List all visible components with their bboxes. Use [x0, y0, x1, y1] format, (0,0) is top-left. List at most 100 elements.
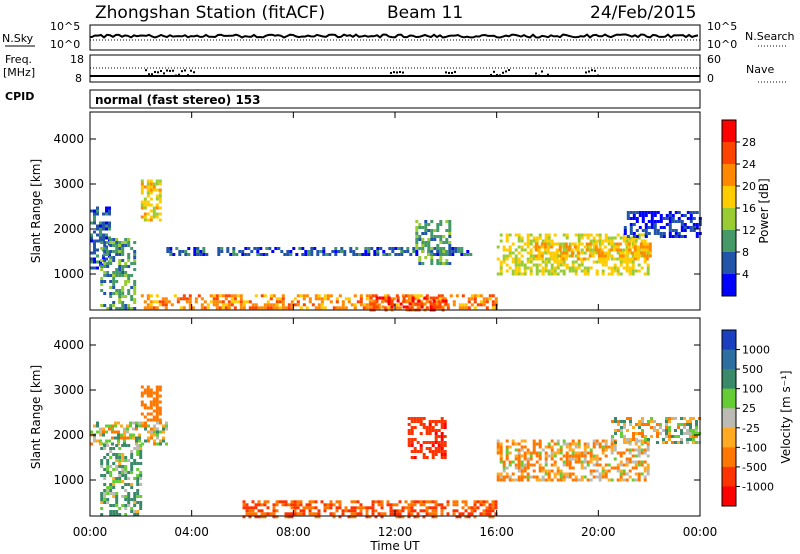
echo-cell [377, 512, 381, 516]
echo-cell [674, 229, 678, 232]
echo-cell [156, 421, 159, 425]
echo-cell [443, 426, 447, 429]
echo-cell [428, 500, 432, 504]
echo-cell [595, 463, 599, 467]
echo-cell [496, 439, 500, 443]
echo-cell [124, 244, 128, 247]
echo-cell [604, 239, 608, 243]
echo-cell [692, 435, 695, 438]
echo-cell [634, 448, 638, 452]
nave-dip-point [547, 73, 549, 76]
echo-cell [206, 306, 210, 310]
echo-cell [375, 305, 379, 309]
echo-cell [586, 463, 590, 467]
echo-cell [683, 417, 686, 420]
echo-cell [390, 299, 394, 303]
echo-cell [281, 503, 285, 507]
echo-cell [124, 477, 128, 480]
echo-cell [559, 257, 563, 261]
echo-cell [505, 466, 509, 470]
echo-cell [558, 248, 562, 252]
echo-cell [149, 294, 153, 298]
echo-cell [523, 475, 527, 479]
echo-cell [634, 478, 638, 482]
echo-cell [619, 472, 623, 476]
echo-cell [692, 223, 696, 226]
echo-cell [109, 250, 113, 253]
echo-cell [598, 478, 602, 482]
echo-cell [103, 259, 107, 262]
echo-cell [136, 453, 140, 456]
echo-cell [614, 420, 617, 423]
echo-cell [634, 251, 638, 255]
echo-cell [93, 266, 96, 270]
echo-cell [115, 492, 119, 495]
echo-cell [146, 179, 150, 183]
echo-cell [674, 417, 677, 420]
echo-cell [356, 300, 360, 304]
echo-cell [103, 292, 107, 295]
echo-cell [269, 303, 273, 307]
echo-cell [152, 397, 156, 401]
echo-cell [523, 466, 527, 470]
echo-cell [632, 435, 635, 438]
echo-cell [595, 439, 599, 443]
echo-cell [108, 206, 111, 210]
echo-cell [499, 460, 503, 464]
echo-cell [582, 257, 586, 261]
echo-cell [598, 260, 602, 264]
echo-cell [577, 242, 581, 246]
echo-cell [604, 475, 608, 479]
echo-cell [432, 296, 436, 300]
echo-cell [650, 214, 654, 217]
echo-cell [257, 500, 261, 504]
echo-cell [156, 433, 159, 437]
echo-cell [442, 253, 446, 256]
echo-cell [482, 297, 486, 301]
echo-cell [96, 430, 99, 434]
echo-cell [436, 247, 440, 250]
echo-cell [517, 233, 521, 237]
echo-cell [350, 303, 354, 307]
echo-cell [384, 296, 388, 300]
echo-cell [194, 297, 198, 301]
echo-cell [461, 506, 465, 510]
echo-cell [290, 512, 294, 516]
echo-cell [364, 250, 368, 253]
echo-cell [139, 474, 143, 477]
echo-cell [592, 242, 596, 246]
echo-cell [499, 445, 503, 449]
echo-cell [120, 436, 123, 440]
echo-cell [121, 304, 125, 307]
echo-cell [565, 463, 569, 467]
echo-cell [544, 233, 548, 237]
echo-cell [464, 500, 468, 504]
echo-cell [133, 301, 137, 304]
echo-cell [634, 269, 638, 273]
echo-cell [127, 280, 131, 283]
echo-cell [611, 435, 614, 438]
echo-cell [444, 302, 448, 306]
echo-cell [103, 274, 107, 277]
echo-cell [265, 253, 269, 256]
echo-cell [121, 459, 125, 462]
echo-cell [625, 263, 629, 267]
echo-cell [585, 248, 589, 252]
echo-cell [350, 512, 354, 516]
echo-cell [413, 297, 417, 301]
echo-cell [127, 459, 131, 462]
echo-cell [155, 206, 159, 210]
echo-cell [538, 439, 542, 443]
echo-cell [395, 503, 399, 507]
echo-cell [643, 260, 647, 264]
echo-cell [272, 503, 276, 507]
echo-cell [695, 420, 698, 423]
echo-cell [227, 294, 231, 298]
echo-cell [206, 303, 210, 307]
echo-cell [559, 478, 563, 482]
nsky-scale-top: 10^5 [50, 20, 80, 33]
echo-cell [272, 506, 276, 510]
echo-cell [601, 263, 605, 267]
echo-cell [431, 500, 435, 504]
echo-cell [488, 509, 492, 513]
